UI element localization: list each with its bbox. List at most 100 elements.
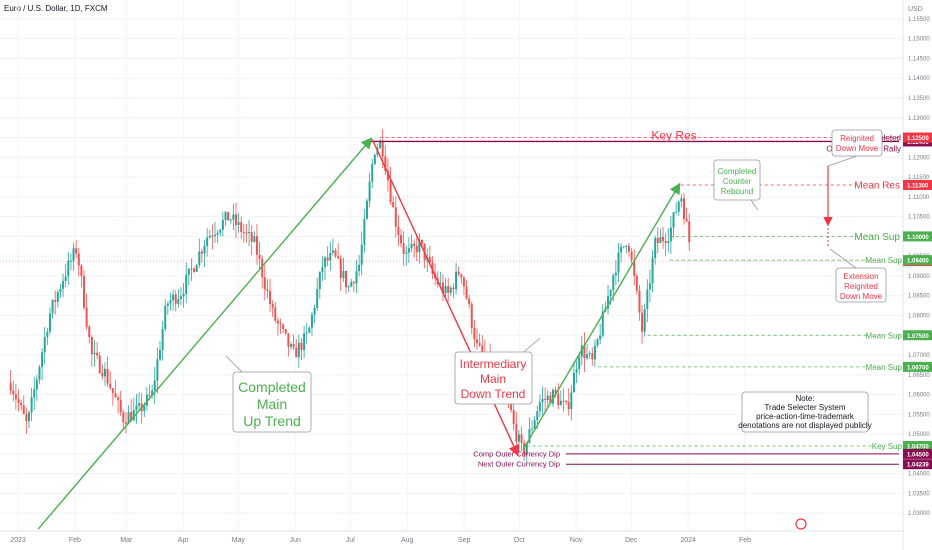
candle-body	[198, 251, 201, 266]
candle-body	[138, 403, 141, 406]
candle-body	[420, 239, 423, 244]
candle-body	[567, 402, 570, 410]
level-price-tag-label: 1.04500	[907, 452, 929, 458]
candle-body	[345, 270, 348, 288]
candle-body	[614, 272, 617, 276]
candle-body	[339, 258, 342, 278]
candle-body	[62, 280, 65, 289]
candle-body	[284, 328, 287, 334]
time-axis-label: 2024	[680, 537, 696, 544]
candle-body	[182, 293, 185, 297]
candle-body	[33, 389, 36, 398]
level-price-tag	[903, 459, 932, 470]
candle-body	[680, 198, 683, 202]
up-trend-callout-text: Main	[257, 396, 287, 412]
candle-body	[525, 442, 528, 455]
candle-body	[557, 393, 560, 406]
candle-body	[455, 271, 458, 290]
price-axis-label: 1.09000	[908, 274, 930, 280]
candle-body	[512, 410, 515, 425]
candle-body	[313, 307, 316, 315]
candle-body	[227, 212, 230, 221]
candle-body	[331, 250, 334, 253]
candle-body	[392, 201, 395, 208]
candle-body	[549, 395, 552, 404]
candle-body	[685, 218, 688, 222]
candle-body	[67, 260, 70, 277]
down-trend-callout-text: Main	[480, 372, 506, 386]
up-trend-callout-text: Completed	[238, 379, 306, 395]
candle-body	[517, 434, 520, 442]
candle-body	[363, 218, 366, 245]
candle-body	[583, 345, 586, 359]
candle-body	[449, 287, 452, 293]
price-axis-label: 1.05500	[908, 412, 930, 418]
candle-body	[570, 392, 573, 410]
candle-body	[627, 245, 630, 252]
candle-body	[187, 268, 190, 275]
candle-body	[646, 289, 649, 310]
candle-body	[462, 277, 465, 287]
candle-body	[515, 424, 518, 442]
candle-body	[193, 268, 196, 272]
key-res-label: Key Res	[651, 128, 696, 142]
level-price-tag-label: 1.11300	[907, 183, 929, 189]
candle-body	[185, 274, 188, 294]
candle-body	[329, 252, 332, 261]
candle-body	[208, 235, 211, 238]
candle-body	[289, 344, 292, 347]
candle-body	[14, 394, 17, 400]
candle-body	[130, 412, 133, 421]
watermark-logo	[795, 518, 807, 530]
candle-body	[64, 276, 67, 281]
candle-body	[633, 260, 636, 277]
time-axis-label: Dec	[625, 537, 638, 544]
candle-body	[384, 156, 387, 171]
candle-body	[219, 229, 222, 233]
candle-body	[599, 335, 602, 340]
price-axis-label: 1.11500	[908, 175, 930, 181]
candle-body	[444, 286, 447, 294]
extension-pointer	[829, 248, 857, 269]
candle-body	[172, 294, 175, 301]
mean-res-label: Mean Res	[854, 180, 900, 191]
candle-body	[41, 352, 44, 368]
note-box-text: Note:	[795, 394, 814, 403]
candle-body	[221, 219, 224, 230]
down-trend-callout-text: Down Trend	[461, 387, 526, 401]
candle-body	[562, 400, 565, 402]
candle-body	[371, 164, 374, 182]
price-axis-label: 1.15500	[908, 17, 930, 23]
candle-body	[287, 333, 290, 347]
candle-body	[143, 405, 146, 412]
candle-body	[667, 241, 670, 244]
note-box-text: Trade Selecter System	[764, 403, 845, 412]
candle-body	[200, 251, 203, 254]
candle-body	[551, 389, 554, 404]
candle-body	[261, 258, 264, 278]
candle-body	[447, 286, 450, 293]
trendline	[37, 137, 373, 530]
candle-body	[54, 299, 57, 302]
candle-body	[103, 368, 106, 377]
counter-rebound-callout-box	[713, 159, 761, 201]
candle-body	[460, 274, 463, 278]
candle-body	[688, 221, 691, 243]
candle-body	[536, 411, 539, 421]
candle-body	[677, 201, 680, 212]
time-axis-label: 2023	[10, 537, 26, 544]
trendline	[522, 182, 681, 451]
candle-body	[266, 289, 269, 291]
candle-body	[334, 250, 337, 257]
candle-body	[379, 140, 382, 149]
candle-body	[253, 236, 256, 242]
candle-body	[617, 252, 620, 273]
candle-body	[324, 257, 327, 268]
candle-body	[240, 222, 243, 233]
candle-body	[111, 388, 114, 394]
time-axis-label: Oct	[514, 537, 525, 544]
price-axis-label: 1.05000	[908, 432, 930, 438]
down-trend-callout-box	[454, 351, 533, 405]
next-outer-dip-label: Next Outer Currency Dip	[478, 460, 560, 469]
